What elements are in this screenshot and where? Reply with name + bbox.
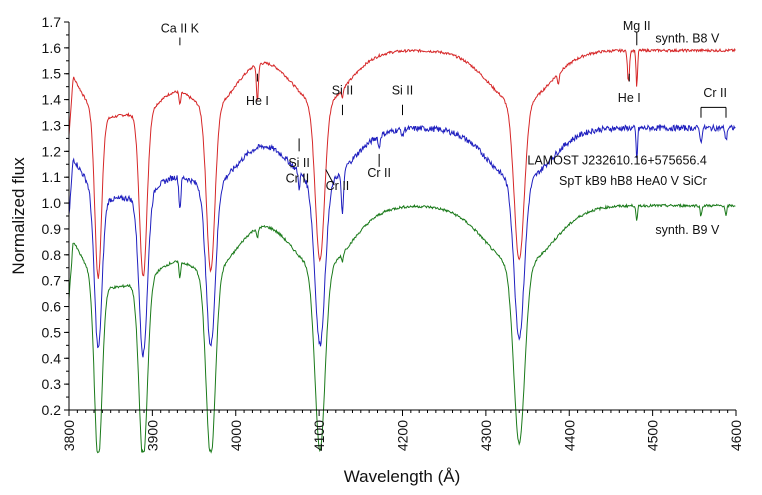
y-axis-title: Normalized flux — [9, 157, 28, 275]
x-tick-label: 4400 — [561, 420, 577, 451]
y-tick-label: 1.4 — [42, 92, 62, 108]
series-line — [68, 203, 736, 454]
series-label: synth. B8 V — [655, 32, 720, 46]
x-tick-label: 4100 — [311, 420, 327, 451]
y-tick-label: 0.3 — [42, 376, 62, 392]
series-label: synth. B9 V — [655, 223, 720, 237]
y-tick-label: 1.5 — [42, 66, 62, 82]
x-tick-label: 4500 — [645, 420, 661, 451]
x-tick-label: 4600 — [728, 420, 744, 451]
axes: 0.2 0.3 0.4 0.5 0.6 0.7 0.8 0.9 1.0 1.1 1.2 1.3 1.4 1… — [42, 14, 744, 451]
series-layer — [68, 47, 736, 454]
y-tick-label: 0.4 — [42, 350, 62, 366]
line-annotation: Si II — [288, 156, 310, 170]
y-tick-label: 0.7 — [42, 273, 62, 289]
y-tick-label: 0.8 — [42, 247, 62, 263]
line-annotation: Cr II — [286, 171, 310, 185]
line-annotation: SpT kB9 hB8 HeA0 V SiCr — [559, 174, 707, 188]
line-annotation: Cr II — [703, 86, 727, 100]
line-annotation: He I — [618, 91, 641, 105]
y-tick-label: 1.2 — [42, 143, 62, 159]
series-line — [68, 123, 736, 358]
x-tick-label: 4200 — [395, 420, 411, 451]
y-tick-label: 0.6 — [42, 299, 62, 315]
line-annotation: Si II — [392, 83, 414, 97]
y-tick-label: 1.6 — [42, 40, 62, 56]
x-tick-label: 4000 — [228, 420, 244, 451]
y-tick-label: 1.3 — [42, 117, 62, 133]
series-line — [68, 47, 736, 279]
line-annotation: LAMOST J232610.16+575656.4 — [527, 153, 706, 167]
y-tick-label: 1.1 — [42, 169, 62, 185]
x-axis-title: Wavelength (Å) — [344, 467, 461, 486]
x-tick-label: 3900 — [144, 420, 160, 451]
line-annotation: Ca II K — [161, 21, 200, 35]
cr-ii-pointer — [325, 169, 335, 186]
x-tick-label: 4300 — [478, 420, 494, 451]
line-annotation: Si II — [332, 83, 354, 97]
y-tick-label: 0.5 — [42, 324, 62, 340]
line-annotation: He I — [246, 94, 269, 108]
line-annotation: Cr II — [326, 179, 350, 193]
y-tick-label: 1.7 — [42, 14, 62, 30]
y-tick-label: 0.9 — [42, 221, 62, 237]
y-tick-label: 1.0 — [42, 195, 62, 211]
x-tick-label: 3800 — [61, 420, 77, 451]
y-tick-label: 0.2 — [42, 402, 62, 418]
line-annotation: Cr II — [367, 166, 391, 180]
line-annotation: Mg II — [623, 19, 651, 33]
